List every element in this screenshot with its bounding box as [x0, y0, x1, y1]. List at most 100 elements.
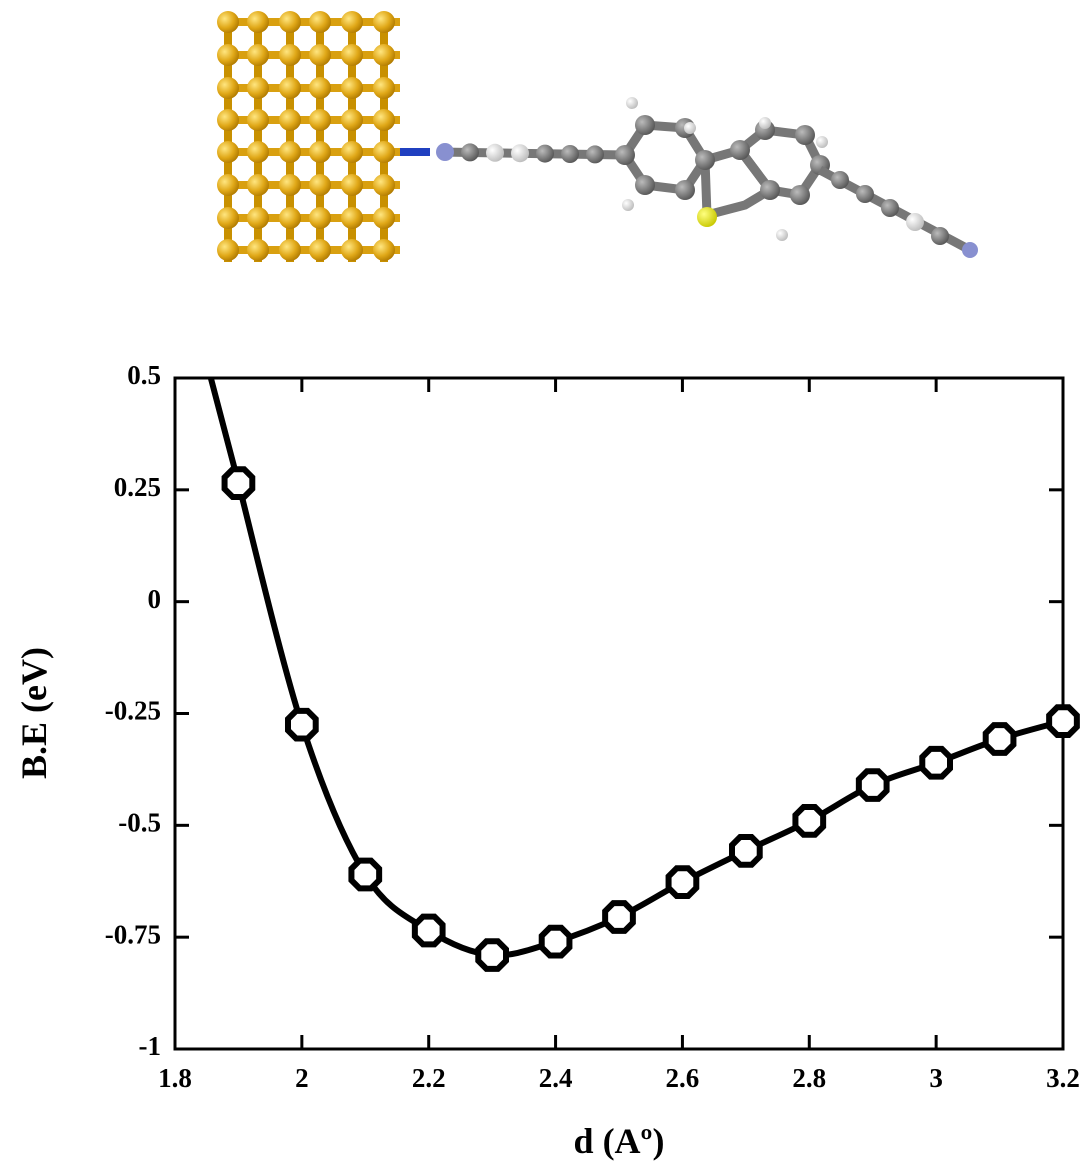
gold-bond [224, 15, 232, 262]
gold-atom [309, 77, 331, 99]
gold-atom-edge [400, 148, 430, 156]
atom [675, 180, 695, 200]
atom [561, 145, 579, 163]
gold-atom [217, 239, 239, 261]
gold-atom [309, 11, 331, 33]
y-tick-label: 0.5 [127, 360, 161, 390]
gold-atom [247, 239, 269, 261]
atom [881, 199, 899, 217]
gold-atom [341, 207, 363, 229]
y-tick-label: -0.75 [105, 919, 161, 949]
atom [511, 144, 529, 163]
atom [730, 140, 750, 160]
hydrogen-atom [684, 122, 696, 134]
gold-atom [341, 77, 363, 99]
gold-atom [217, 174, 239, 196]
y-tick-label: -1 [139, 1031, 162, 1061]
x-tick-label: 2 [295, 1063, 309, 1093]
x-tick-label: 3 [929, 1063, 943, 1093]
gold-atom [341, 11, 363, 33]
data-point [348, 857, 383, 892]
atom [635, 175, 655, 195]
hydrogen-atom [626, 97, 638, 109]
sulfur-atom [697, 207, 717, 227]
data-point [538, 924, 573, 959]
atom [856, 185, 874, 203]
gold-atom [217, 141, 239, 163]
data-point [792, 804, 827, 838]
atom [931, 227, 949, 245]
gold-atom [247, 44, 269, 66]
data-point [221, 466, 256, 500]
gold-atom [279, 239, 301, 261]
atom [486, 143, 504, 162]
gold-atom [247, 77, 269, 99]
x-tick-label: 2.8 [792, 1063, 826, 1093]
data-point [919, 745, 954, 780]
gold-atom [217, 207, 239, 229]
gold-atom [279, 141, 301, 163]
gold-atom [373, 109, 395, 131]
gold-atom [217, 44, 239, 66]
gold-atom [247, 207, 269, 229]
gold-bond [316, 15, 324, 262]
atom [635, 115, 655, 135]
gold-atom [373, 207, 395, 229]
gold-atom [217, 109, 239, 131]
atom [906, 213, 924, 231]
gold-atom [279, 109, 301, 131]
x-tick-label: 2.2 [412, 1063, 446, 1093]
molecule-illustration [217, 11, 978, 262]
gold-atom [247, 174, 269, 196]
atom [790, 185, 810, 205]
gold-bond [286, 15, 294, 262]
gold-atom [309, 174, 331, 196]
data-point [855, 768, 890, 802]
atom [436, 143, 454, 161]
data-point [665, 865, 700, 900]
x-tick-label: 2.4 [539, 1063, 573, 1093]
gold-atom [309, 207, 331, 229]
fit-extension [207, 378, 242, 484]
x-tick-label: 2.6 [666, 1063, 700, 1093]
hydrogen-atom [759, 117, 771, 129]
x-tick-label: 1.8 [158, 1063, 192, 1093]
y-tick-label: -0.25 [105, 696, 161, 726]
x-axis-label: d (Aº) [574, 1121, 665, 1161]
gold-atom [341, 174, 363, 196]
gold-atom [247, 141, 269, 163]
data-point [602, 900, 636, 934]
gold-atom [279, 77, 301, 99]
gold-atom [279, 174, 301, 196]
y-tick-label: -0.5 [118, 808, 161, 838]
gold-atom [373, 77, 395, 99]
gold-atom [373, 239, 395, 261]
gold-atom [373, 11, 395, 33]
hydrogen-atom [816, 136, 828, 148]
data-point [1046, 704, 1080, 738]
gold-atom [341, 109, 363, 131]
gold-atom [309, 239, 331, 261]
gold-atom [279, 44, 301, 66]
atom [586, 145, 604, 164]
hydrogen-atom [776, 229, 788, 241]
gold-atom [309, 109, 331, 131]
gold-bond [254, 15, 262, 262]
atom [615, 145, 635, 165]
gold-atom [309, 44, 331, 66]
gold-atom [247, 109, 269, 131]
atom [695, 150, 715, 170]
atom [795, 125, 815, 145]
gold-atom [309, 141, 331, 163]
gold-atom [217, 11, 239, 33]
y-tick-label: 0 [148, 584, 162, 614]
gold-atom [279, 207, 301, 229]
atom [461, 143, 479, 162]
data-point [982, 722, 1017, 756]
gold-atom [373, 44, 395, 66]
gold-bond [348, 15, 356, 262]
hydrogen-atom [622, 199, 634, 211]
gold-bond [380, 15, 388, 262]
gold-atom [341, 141, 363, 163]
